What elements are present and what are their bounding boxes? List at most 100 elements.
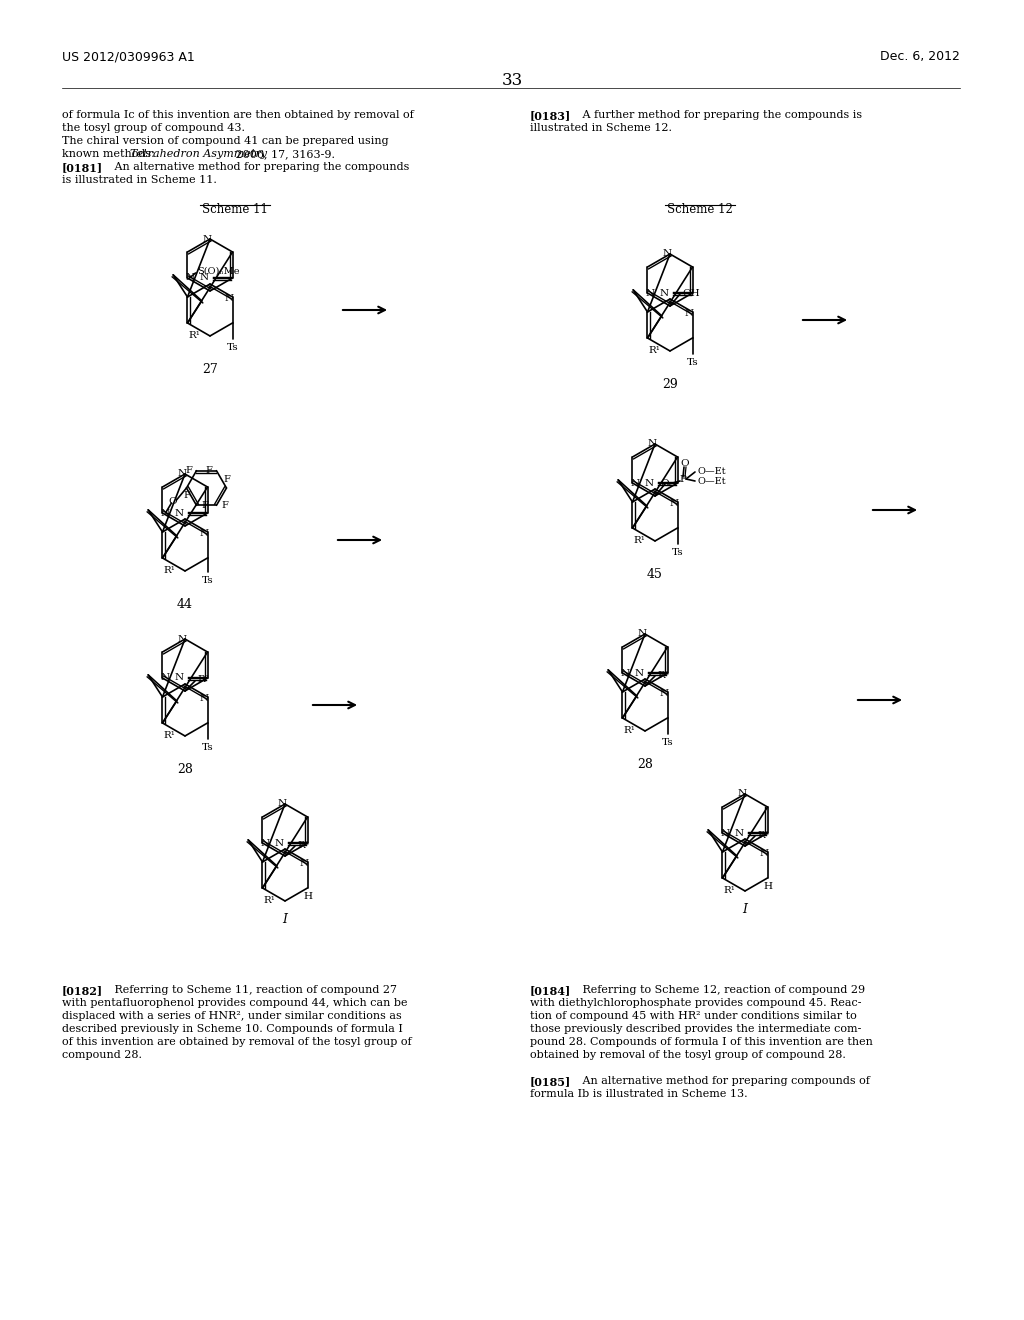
Text: displaced with a series of HNR², under similar conditions as: displaced with a series of HNR², under s… [62, 1011, 401, 1020]
Text: N: N [300, 859, 309, 869]
Text: N: N [646, 289, 655, 297]
Text: Tetrahedron Asymmetry: Tetrahedron Asymmetry [130, 149, 267, 158]
Text: N: N [200, 694, 209, 704]
Text: O: O [660, 479, 670, 488]
Text: P: P [680, 474, 686, 483]
Text: of formula Ic of this invention are then obtained by removal of: of formula Ic of this invention are then… [62, 110, 414, 120]
Text: R²: R² [297, 841, 309, 850]
Text: S(O)ₙMe: S(O)ₙMe [198, 267, 240, 276]
Text: R²: R² [197, 676, 209, 685]
Text: R¹: R¹ [263, 896, 275, 906]
Text: US 2012/0309963 A1: US 2012/0309963 A1 [62, 50, 195, 63]
Text: the tosyl group of compound 43.: the tosyl group of compound 43. [62, 123, 245, 133]
Text: O—Et: O—Et [697, 466, 726, 475]
Text: R¹: R¹ [163, 731, 175, 741]
Text: H: H [763, 882, 772, 891]
Text: with pentafluorophenol provides compound 44, which can be: with pentafluorophenol provides compound… [62, 998, 408, 1008]
Text: O: O [168, 496, 177, 506]
Text: N: N [645, 479, 654, 487]
Text: Referring to Scheme 11, reaction of compound 27: Referring to Scheme 11, reaction of comp… [104, 985, 397, 995]
Text: N: N [685, 309, 694, 318]
Text: [0181]: [0181] [62, 162, 103, 173]
Text: 2006, 17, 3163-9.: 2006, 17, 3163-9. [232, 149, 335, 158]
Text: The chiral version of compound 41 can be prepared using: The chiral version of compound 41 can be… [62, 136, 389, 147]
Text: formula Ib is illustrated in Scheme 13.: formula Ib is illustrated in Scheme 13. [530, 1089, 748, 1100]
Text: N: N [737, 789, 746, 799]
Text: A further method for preparing the compounds is: A further method for preparing the compo… [572, 110, 862, 120]
Text: F: F [185, 466, 191, 475]
Text: N: N [225, 294, 234, 304]
Text: N: N [177, 470, 186, 479]
Text: N: N [175, 673, 184, 682]
Text: N: N [175, 508, 184, 517]
Text: [0185]: [0185] [530, 1076, 571, 1086]
Text: R¹: R¹ [163, 566, 175, 576]
Text: N: N [161, 673, 170, 682]
Text: F: F [205, 466, 212, 475]
Text: An alternative method for preparing the compounds: An alternative method for preparing the … [104, 162, 410, 172]
Text: pound 28. Compounds of formula I of this invention are then: pound 28. Compounds of formula I of this… [530, 1038, 872, 1047]
Text: R¹: R¹ [624, 726, 635, 735]
Text: of this invention are obtained by removal of the tosyl group of: of this invention are obtained by remova… [62, 1038, 412, 1047]
Text: 27: 27 [202, 363, 218, 376]
Text: R¹: R¹ [633, 536, 645, 545]
Text: N: N [200, 273, 209, 282]
Text: N: N [659, 289, 669, 297]
Text: H: H [303, 892, 312, 902]
Text: N: N [177, 635, 186, 644]
Text: compound 28.: compound 28. [62, 1049, 142, 1060]
Text: N: N [760, 850, 769, 858]
Text: N: N [670, 499, 679, 508]
Text: N: N [637, 630, 646, 639]
Text: An alternative method for preparing compounds of: An alternative method for preparing comp… [572, 1076, 869, 1086]
Text: R¹: R¹ [188, 331, 200, 341]
Text: N: N [663, 249, 672, 259]
Text: Scheme 12: Scheme 12 [667, 203, 733, 216]
Text: Ts: Ts [226, 343, 239, 352]
Text: F: F [221, 500, 228, 510]
Text: described previously in Scheme 10. Compounds of formula I: described previously in Scheme 10. Compo… [62, 1024, 402, 1034]
Text: [0182]: [0182] [62, 985, 103, 997]
Text: N: N [735, 829, 744, 837]
Text: Ts: Ts [662, 738, 674, 747]
Text: 45: 45 [647, 568, 663, 581]
Text: N: N [278, 800, 287, 808]
Text: I: I [742, 903, 748, 916]
Text: N: N [275, 838, 284, 847]
Text: F: F [183, 491, 189, 500]
Text: N: N [721, 829, 730, 837]
Text: tion of compound 45 with HR² under conditions similar to: tion of compound 45 with HR² under condi… [530, 1011, 857, 1020]
Text: is illustrated in Scheme 11.: is illustrated in Scheme 11. [62, 176, 217, 185]
Text: R²: R² [757, 830, 769, 840]
Text: N: N [621, 668, 630, 677]
Text: Ts: Ts [687, 358, 698, 367]
Text: OH: OH [682, 289, 699, 298]
Text: N: N [647, 440, 656, 449]
Text: 28: 28 [637, 758, 653, 771]
Text: N: N [200, 529, 209, 539]
Text: N: N [635, 668, 644, 677]
Text: Scheme 11: Scheme 11 [202, 203, 268, 216]
Text: N: N [261, 838, 270, 847]
Text: Ts: Ts [672, 548, 683, 557]
Text: 28: 28 [177, 763, 193, 776]
Text: [0184]: [0184] [530, 985, 571, 997]
Text: F: F [201, 500, 208, 510]
Text: R¹: R¹ [723, 887, 735, 895]
Text: illustrated in Scheme 12.: illustrated in Scheme 12. [530, 123, 672, 133]
Text: 44: 44 [177, 598, 193, 611]
Text: Ts: Ts [202, 743, 213, 752]
Text: 33: 33 [502, 73, 522, 88]
Text: those previously described provides the intermediate com-: those previously described provides the … [530, 1024, 861, 1034]
Text: O: O [681, 459, 689, 469]
Text: N: N [203, 235, 212, 243]
Text: obtained by removal of the tosyl group of compound 28.: obtained by removal of the tosyl group o… [530, 1049, 846, 1060]
Text: Referring to Scheme 12, reaction of compound 29: Referring to Scheme 12, reaction of comp… [572, 985, 865, 995]
Text: Ts: Ts [202, 576, 213, 585]
Text: [0183]: [0183] [530, 110, 571, 121]
Text: N: N [161, 508, 170, 517]
Text: I: I [283, 913, 288, 927]
Text: Dec. 6, 2012: Dec. 6, 2012 [880, 50, 961, 63]
Text: N: N [659, 689, 669, 698]
Text: R²: R² [657, 671, 669, 680]
